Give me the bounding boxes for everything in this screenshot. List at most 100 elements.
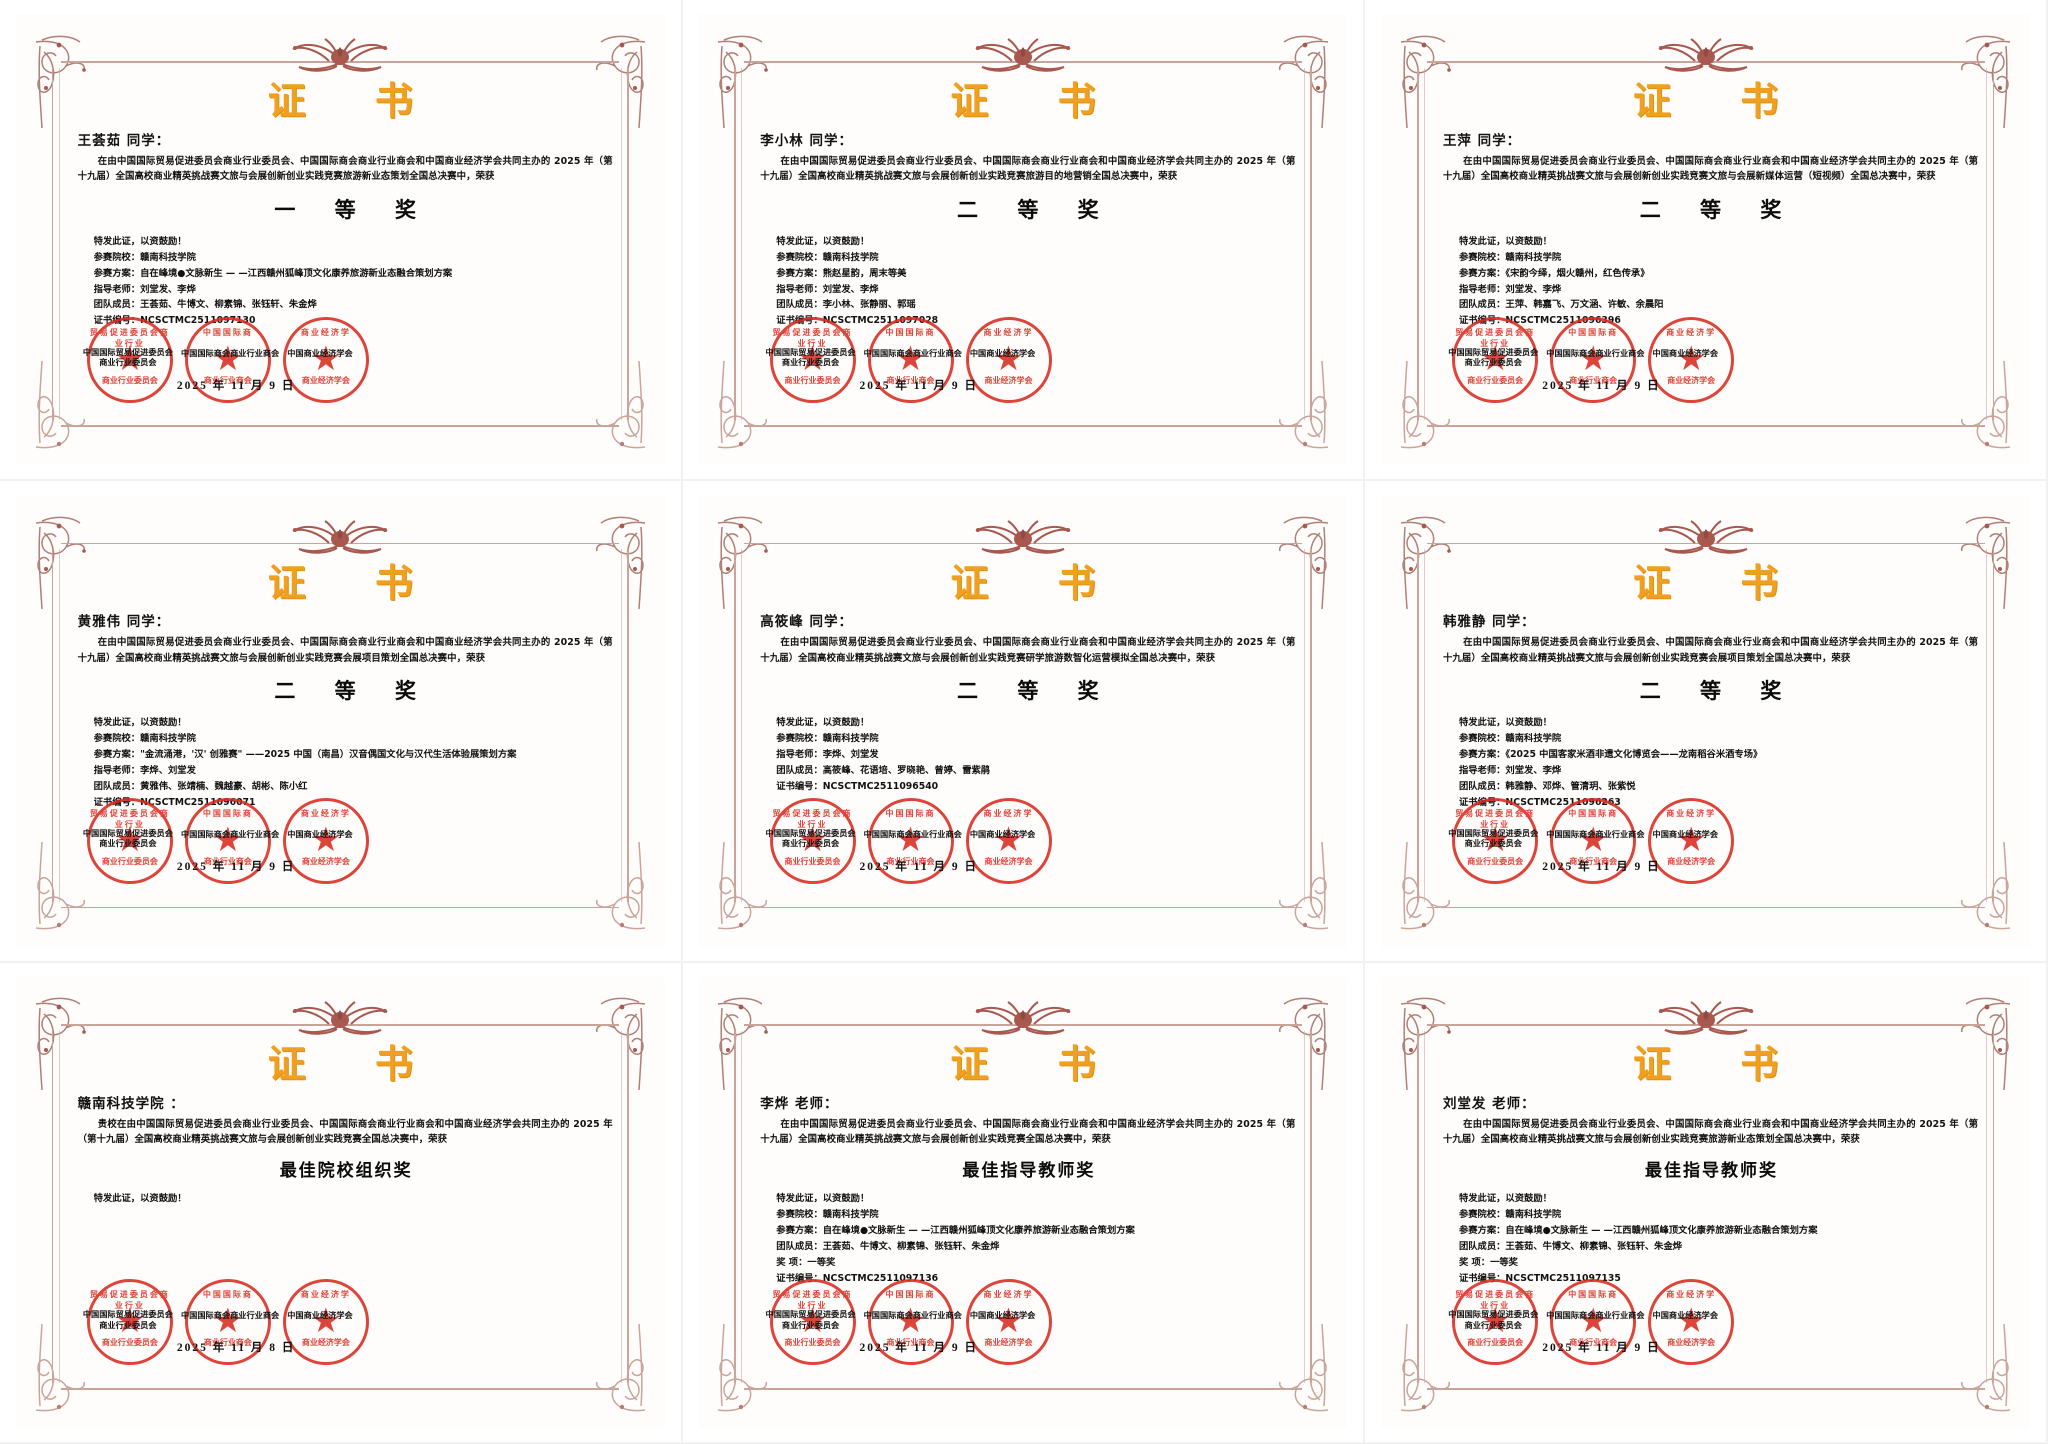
seal-caption-2: 中国国际商会商业行业商会 (863, 347, 962, 358)
seal-star-icon: ★ (1675, 1303, 1707, 1341)
certificate-cell: 证 书 黄雅伟 同学： 在由中国国际贸易促进委员会商业行业委员会、中国国际商会商… (0, 481, 683, 963)
seal-star-icon: ★ (1675, 340, 1707, 378)
seal-arc-text: 贸易促进委员会商业行业 (89, 808, 170, 829)
certificate-title: 证 书 (950, 560, 1124, 605)
encourage-line: 特发此证，以资鼓励！ (1458, 235, 1552, 247)
seal-arc-text: 贸易促进委员会商业行业 (772, 327, 853, 348)
frame-line-left-inner (1424, 549, 1426, 902)
certificate-7: 证 书 赣南科技学院 ： 贵校在由中国国际贸易促进委员会商业行业委员会、中国国际… (16, 976, 665, 1428)
detail-list: 特发此证，以资鼓励！ (78, 1191, 613, 1207)
seal-star-icon: ★ (1675, 821, 1707, 859)
frame-line-left-inner (1424, 1030, 1426, 1383)
seal-arc-text: 商业经济学 (1666, 327, 1717, 337)
seal-inner-text: 商业经济学会 (301, 1338, 350, 1348)
seal-captions: 中国国际贸易促进委员会 商业行业委员会 中国国际商会商业行业商会 中国商业经济学会 (81, 828, 632, 849)
frame-line-left (51, 1030, 54, 1383)
seal-cces: 商业经济学 ★ 商业经济学会 (1648, 1279, 1735, 1366)
frame-line-left-inner (741, 549, 743, 902)
award-name: 二 等 奖 (957, 678, 1115, 703)
award-name: 二 等 奖 (957, 197, 1115, 222)
certificate-cell: 证 书 王荟茹 同学： 在由中国国际贸易促进委员会商业行业委员会、中国国际商会商… (0, 0, 683, 482)
seal-arc-text: 商业经济学 (1666, 1290, 1717, 1300)
recipient-line: 王荟茹 同学： (77, 133, 171, 150)
seal-star-icon: ★ (797, 1303, 828, 1341)
seal-caption-3: 中国商业经济学会 (969, 1310, 1036, 1321)
certificate-3: 证 书 王萍 同学： 在由中国国际贸易促进委员会商业行业委员会、中国国际商会商业… (1381, 14, 2030, 466)
award-name: 一 等 奖 (274, 197, 432, 222)
certificate-title: 证 书 (267, 1042, 441, 1087)
frame-line-bottom (61, 906, 620, 909)
award-paragraph: 贵校在由中国国际贸易促进委员会商业行业委员会、中国国际商会商业行业商会和中国商业… (77, 1118, 613, 1145)
seal-inner-text: 商业行业商会 (203, 1338, 252, 1348)
seal-group: 贸易促进委员会商业行业 ★ 商业行业委员会 中国国际商 ★ 商业行业商会 商业经… (81, 1277, 632, 1369)
school-row: 参赛院校：赣南科技学院 (776, 1209, 879, 1221)
detail-list: 特发此证，以资鼓励！ 参赛院校：赣南科技学院 参赛方案：熊赵星韵，周末等美 指导老师：… (760, 234, 1295, 330)
frame-line-left (734, 1030, 736, 1383)
seal-star-icon: ★ (1577, 1303, 1609, 1341)
seal-inner-text: 商业经济学会 (984, 375, 1033, 385)
seal-ccpit: 贸易促进委员会商业行业 ★ 商业行业委员会 (769, 1279, 856, 1366)
frame-line-right (1992, 549, 1995, 902)
floral-crest-icon (292, 1001, 388, 1035)
seal-caption-2: 中国国际商会商业行业商会 (1546, 828, 1645, 839)
seal-star-icon: ★ (797, 821, 828, 859)
seal-inner-text: 商业行业商会 (203, 375, 252, 385)
award-name: 最佳指导教师奖 (1645, 1161, 1779, 1182)
seal-cciccbi: 中国国际商 ★ 商业行业商会 (184, 1279, 271, 1366)
seal-caption-3: 中国商业经济学会 (287, 828, 353, 839)
cert-number-row: 证书编号：NCSCTMC2511096396 (1458, 315, 1621, 327)
floral-crest-icon (292, 519, 388, 554)
award-item-row: 奖 项：一等奖 (1458, 1257, 1518, 1269)
team-row: 团队成员：王荟茹、牛博文、柳素锦、张钰轩、朱金烨 (776, 1241, 1000, 1253)
award-paragraph: 在由中国国际贸易促进委员会商业行业委员会、中国国际商会商业行业商会和中国商业经济… (760, 1118, 1296, 1145)
team-row: 团队成员：韩雅静、邓烨、管清玥、张紫悦 (1458, 780, 1636, 792)
seal-captions: 中国国际贸易促进委员会 商业行业委员会 中国国际商会商业行业商会 中国商业经济学会 (764, 1309, 1315, 1330)
floral-crest-icon (975, 38, 1071, 73)
seal-arc-text: 商业经济学 (300, 1290, 351, 1300)
seal-star-icon: ★ (895, 340, 926, 378)
advisor-row: 指导老师：李烨、刘堂发 (776, 748, 879, 760)
seal-cciccbi: 中国国际商 ★ 商业行业商会 (867, 797, 954, 884)
seal-arc-text: 贸易促进委员会商业行业 (1455, 1290, 1536, 1311)
seal-caption-3: 中国商业经济学会 (287, 1310, 353, 1321)
seal-cciccbi: 中国国际商 ★ 商业行业商会 (184, 797, 271, 884)
frame-line-left (1417, 68, 1419, 421)
seal-star-icon: ★ (310, 821, 342, 859)
award-paragraph: 在由中国国际贸易促进委员会商业行业委员会、中国国际商会商业行业商会和中国商业经济… (1442, 1118, 1979, 1145)
team-row: 团队成员：李小林、张静丽、郭瑶 (776, 299, 916, 311)
seal-ccpit: 贸易促进委员会商业行业 ★ 商业行业委员会 (86, 316, 173, 403)
frame-line-left-inner (58, 1030, 60, 1383)
detail-list: 特发此证，以资鼓励！ 参赛院校：赣南科技学院 参赛方案：《宋韵今绎，烟火赣州，红色传… (1443, 234, 1978, 330)
recipient-line: 黄雅伟 同学： (77, 614, 171, 631)
certificate-title: 证 书 (267, 79, 441, 124)
seal-star-icon: ★ (310, 1303, 342, 1341)
frame-line-left-inner (741, 1030, 743, 1383)
seal-caption-1: 中国国际贸易促进委员会 商业行业委员会 (82, 827, 173, 849)
frame-line-right (1310, 1030, 1312, 1383)
frame-line-right (1310, 68, 1312, 421)
seal-star-icon: ★ (797, 340, 828, 378)
certificate-cell: 证 书 李烨 老师： 在由中国国际贸易促进委员会商业行业委员会、中国国际商会商业… (682, 962, 1366, 1444)
seal-captions: 中国国际贸易促进委员会 商业行业委员会 中国国际商会商业行业商会 中国商业经济学会 (1446, 347, 1997, 368)
certificate-body: 黄雅伟 同学： 在由中国国际贸易促进委员会商业行业委员会、中国国际商会商业行业商… (78, 610, 613, 810)
award-paragraph: 在由中国国际贸易促进委员会商业行业委员会、中国国际商会商业行业商会和中国商业经济… (77, 156, 613, 183)
frame-line-right (1992, 1030, 1995, 1383)
seal-captions: 中国国际贸易促进委员会 商业行业委员会 中国国际商会商业行业商会 中国商业经济学会 (764, 828, 1315, 849)
seal-cciccbi: 中国国际商 ★ 商业行业商会 (184, 316, 271, 403)
school-row: 参赛院校：赣南科技学院 (1458, 1209, 1562, 1221)
certificate-cell: 证 书 高筱峰 同学： 在由中国国际贸易促进委员会商业行业委员会、中国国际商会商… (682, 481, 1366, 963)
certificate-1: 证 书 王荟茹 同学： 在由中国国际贸易促进委员会商业行业委员会、中国国际商会商… (16, 14, 665, 466)
seal-cces: 商业经济学 ★ 商业经济学会 (1648, 316, 1735, 403)
frame-line-left-inner (58, 549, 60, 902)
seal-arc-text: 贸易促进委员会商业行业 (89, 327, 170, 348)
seal-ccpit: 贸易促进委员会商业行业 ★ 商业行业委员会 (86, 1279, 173, 1366)
seal-caption-1: 中国国际贸易促进委员会 商业行业委员会 (765, 1309, 856, 1330)
seal-caption-1: 中国国际贸易促进委员会 商业行业委员会 (765, 346, 856, 367)
award-paragraph: 在由中国国际贸易促进委员会商业行业委员会、中国国际商会商业行业商会和中国商业经济… (1442, 637, 1979, 664)
seal-caption-3: 中国商业经济学会 (1652, 828, 1719, 839)
frame-line-right (1992, 68, 1995, 421)
certificate-body: 王萍 同学： 在由中国国际贸易促进委员会商业行业委员会、中国国际商会商业行业商会… (1443, 129, 1978, 329)
seal-cces: 商业经济学 ★ 商业经济学会 (282, 797, 369, 884)
cert-number-row: 证书编号：NCSCTMC2511096540 (776, 780, 939, 792)
seal-caption-3: 中国商业经济学会 (969, 347, 1036, 358)
